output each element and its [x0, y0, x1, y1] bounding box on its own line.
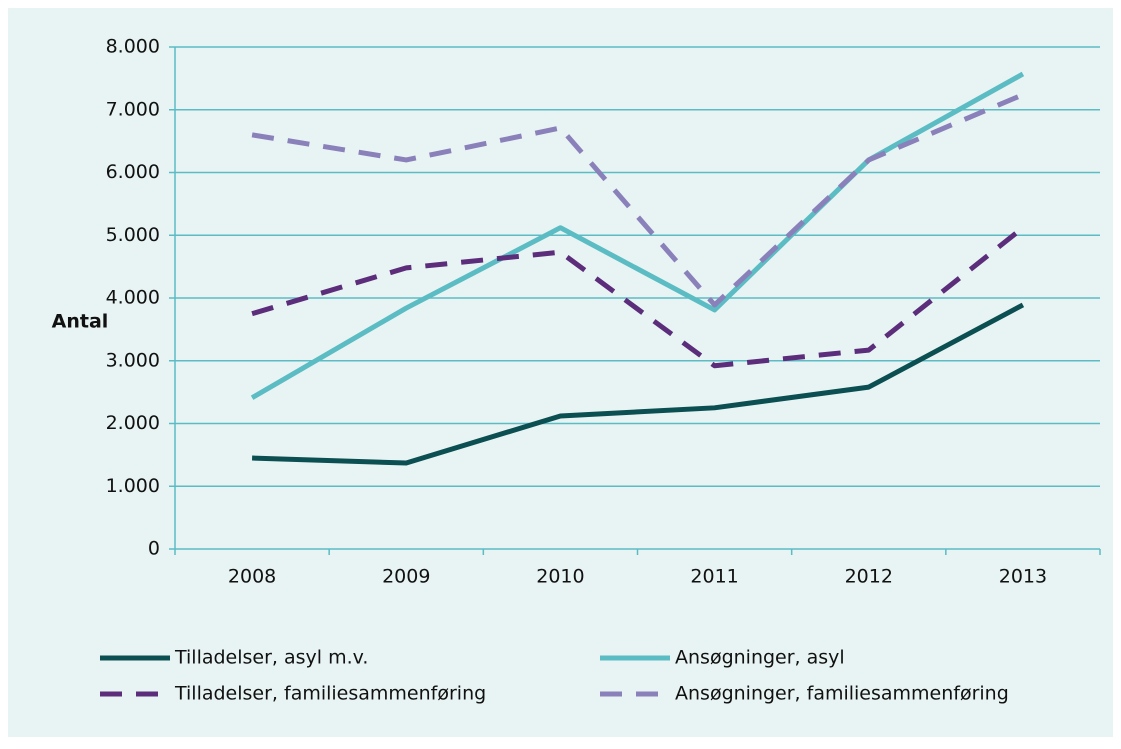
y-tick-label: 5.000 [106, 224, 160, 246]
x-tick-label: 2011 [690, 566, 738, 588]
series-line [250, 71, 1025, 400]
y-tick-label: 1.000 [106, 475, 160, 497]
series-line [252, 302, 1025, 466]
y-tick-label: 7.000 [106, 98, 160, 120]
background [8, 8, 1113, 737]
legend-label: Tilladelser, asyl m.v. [174, 647, 368, 669]
legend-label: Ansøgninger, familiesammenføring [675, 683, 1009, 705]
x-tick-label: 2010 [536, 566, 584, 588]
y-tick-label: 3.000 [106, 349, 160, 371]
x-tick-label: 2009 [382, 566, 430, 588]
series-line [251, 225, 1025, 369]
y-tick-label: 8.000 [106, 36, 160, 58]
y-axis-label: Antal [52, 311, 109, 333]
y-tick-label: 2.000 [106, 412, 160, 434]
x-tick-label: 2012 [845, 566, 893, 588]
x-tick-label: 2008 [228, 566, 276, 588]
legend-label: Tilladelser, familiesammenføring [174, 683, 486, 705]
y-tick-label: 4.000 [106, 287, 160, 309]
legend-label: Ansøgninger, asyl [675, 647, 845, 669]
x-tick-label: 2013 [999, 566, 1047, 588]
y-tick-label: 6.000 [106, 161, 160, 183]
y-tick-label: 0 [148, 538, 160, 560]
